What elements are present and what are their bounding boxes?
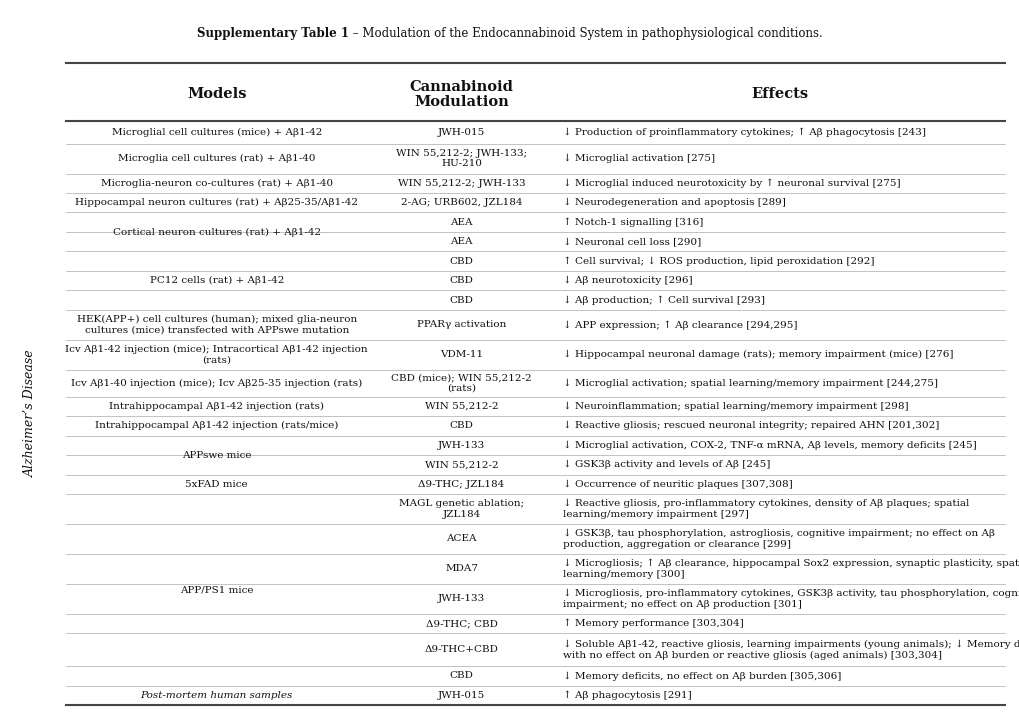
Text: WIN 55,212-2: WIN 55,212-2 xyxy=(424,460,498,469)
Text: Icv Aβ1-42 injection (mice); Intracortical Aβ1-42 injection
(rats): Icv Aβ1-42 injection (mice); Intracortic… xyxy=(65,345,368,365)
Text: Δ9-THC+CBD: Δ9-THC+CBD xyxy=(424,645,498,654)
Text: Cortical neuron cultures (rat) + Aβ1-42: Cortical neuron cultures (rat) + Aβ1-42 xyxy=(112,227,321,236)
Text: ↓ Soluble Aβ1-42, reactive gliosis, learning impairments (young animals); ↓ Memo: ↓ Soluble Aβ1-42, reactive gliosis, lear… xyxy=(562,640,1019,660)
Text: WIN 55,212-2: WIN 55,212-2 xyxy=(424,402,498,411)
Text: Δ9-THC; JZL184: Δ9-THC; JZL184 xyxy=(418,479,504,489)
Text: ↓ Microglial induced neurotoxicity by ↑ neuronal survival [275]: ↓ Microglial induced neurotoxicity by ↑ … xyxy=(562,179,900,188)
Text: Intrahippocampal Aβ1-42 injection (rats): Intrahippocampal Aβ1-42 injection (rats) xyxy=(109,402,324,411)
Text: Hippocampal neuron cultures (rat) + Aβ25-35/Aβ1-42: Hippocampal neuron cultures (rat) + Aβ25… xyxy=(75,198,358,208)
Text: ↓ Aβ production; ↑ Cell survival [293]: ↓ Aβ production; ↑ Cell survival [293] xyxy=(562,296,764,305)
Text: ↓ Neuroinflammation; spatial learning/memory impairment [298]: ↓ Neuroinflammation; spatial learning/me… xyxy=(562,402,908,411)
Text: JWH-015: JWH-015 xyxy=(437,128,485,137)
Text: CBD: CBD xyxy=(449,296,473,304)
Text: ↑ Notch-1 signalling [316]: ↑ Notch-1 signalling [316] xyxy=(562,218,703,227)
Text: ↑ Cell survival; ↓ ROS production, lipid peroxidation [292]: ↑ Cell survival; ↓ ROS production, lipid… xyxy=(562,257,873,266)
Text: WIN 55,212-2; JWH-133: WIN 55,212-2; JWH-133 xyxy=(397,179,525,187)
Text: CBD: CBD xyxy=(449,276,473,285)
Text: AEA: AEA xyxy=(449,218,473,226)
Text: – Modulation of the Endocannabinoid System in pathophysiological conditions.: – Modulation of the Endocannabinoid Syst… xyxy=(348,27,822,40)
Text: Alzheimer’s Disease: Alzheimer’s Disease xyxy=(24,349,37,477)
Text: WIN 55,212-2; JWH-133;
HU-210: WIN 55,212-2; JWH-133; HU-210 xyxy=(395,149,527,168)
Text: CBD: CBD xyxy=(449,257,473,265)
Text: Cannabinoid: Cannabinoid xyxy=(410,79,513,94)
Text: ↓ Occurrence of neuritic plaques [307,308]: ↓ Occurrence of neuritic plaques [307,30… xyxy=(562,479,792,489)
Text: CBD: CBD xyxy=(449,671,473,681)
Text: VDM-11: VDM-11 xyxy=(439,350,483,359)
Text: ↓ Microgliosis; ↑ Aβ clearance, hippocampal Sox2 expression, synaptic plasticity: ↓ Microgliosis; ↑ Aβ clearance, hippocam… xyxy=(562,559,1019,579)
Text: Modulation: Modulation xyxy=(414,95,508,110)
Text: Intrahippocampal Aβ1-42 injection (rats/mice): Intrahippocampal Aβ1-42 injection (rats/… xyxy=(95,421,338,430)
Text: ↓ Aβ neurotoxicity [296]: ↓ Aβ neurotoxicity [296] xyxy=(562,276,692,286)
Text: Δ9-THC; CBD: Δ9-THC; CBD xyxy=(425,619,497,628)
Text: PC12 cells (rat) + Aβ1-42: PC12 cells (rat) + Aβ1-42 xyxy=(150,276,283,286)
Text: MDA7: MDA7 xyxy=(444,565,478,573)
Text: ↓ Microglial activation; spatial learning/memory impairment [244,275]: ↓ Microglial activation; spatial learnin… xyxy=(562,379,937,388)
Text: ↓ GSK3β activity and levels of Aβ [245]: ↓ GSK3β activity and levels of Aβ [245] xyxy=(562,460,769,469)
Text: ↓ Microgliosis, pro-inflammatory cytokines, GSK3β activity, tau phosphorylation,: ↓ Microgliosis, pro-inflammatory cytokin… xyxy=(562,589,1019,609)
Text: Models: Models xyxy=(186,87,247,102)
Text: ↓ GSK3β, tau phosphorylation, astrogliosis, cognitive impairment; no effect on A: ↓ GSK3β, tau phosphorylation, astroglios… xyxy=(562,529,995,549)
Text: JWH-133: JWH-133 xyxy=(437,594,485,603)
Text: ↓ Memory deficits, no effect on Aβ burden [305,306]: ↓ Memory deficits, no effect on Aβ burde… xyxy=(562,671,841,681)
Text: JWH-015: JWH-015 xyxy=(437,691,485,700)
Text: ↓ APP expression; ↑ Aβ clearance [294,295]: ↓ APP expression; ↑ Aβ clearance [294,29… xyxy=(562,320,797,329)
Text: Microglia-neuron co-cultures (rat) + Aβ1-40: Microglia-neuron co-cultures (rat) + Aβ1… xyxy=(101,179,332,188)
Text: Icv Aβ1-40 injection (mice); Icv Aβ25-35 injection (rats): Icv Aβ1-40 injection (mice); Icv Aβ25-35… xyxy=(71,379,362,388)
Text: ↓ Hippocampal neuronal damage (rats); memory impairment (mice) [276]: ↓ Hippocampal neuronal damage (rats); me… xyxy=(562,350,953,359)
Text: 2-AG; URB602, JZL184: 2-AG; URB602, JZL184 xyxy=(400,198,522,207)
Text: ACEA: ACEA xyxy=(446,534,476,544)
Text: ↓ Neuronal cell loss [290]: ↓ Neuronal cell loss [290] xyxy=(562,237,701,246)
Text: APPswe mice: APPswe mice xyxy=(181,451,252,459)
Text: ↓ Production of proinflammatory cytokines; ↑ Aβ phagocytosis [243]: ↓ Production of proinflammatory cytokine… xyxy=(562,128,925,137)
Text: ↓ Reactive gliosis; rescued neuronal integrity; repaired AHN [201,302]: ↓ Reactive gliosis; rescued neuronal int… xyxy=(562,421,938,430)
Text: ↑ Aβ phagocytosis [291]: ↑ Aβ phagocytosis [291] xyxy=(562,691,691,700)
Text: ↑ Memory performance [303,304]: ↑ Memory performance [303,304] xyxy=(562,619,743,628)
Text: PPARγ activation: PPARγ activation xyxy=(417,320,505,329)
Text: JWH-133: JWH-133 xyxy=(437,441,485,450)
Text: Effects: Effects xyxy=(751,87,808,102)
Text: CBD: CBD xyxy=(449,421,473,430)
Text: ↓ Neurodegeneration and apoptosis [289]: ↓ Neurodegeneration and apoptosis [289] xyxy=(562,198,786,208)
Text: ↓ Microglial activation, COX-2, TNF-α mRNA, Aβ levels, memory deficits [245]: ↓ Microglial activation, COX-2, TNF-α mR… xyxy=(562,441,976,450)
Text: CBD (mice); WIN 55,212-2
(rats): CBD (mice); WIN 55,212-2 (rats) xyxy=(391,373,531,393)
Text: HEK(APP+) cell cultures (human); mixed glia-neuron
cultures (mice) transfected w: HEK(APP+) cell cultures (human); mixed g… xyxy=(76,315,357,335)
Text: ↓ Microglial activation [275]: ↓ Microglial activation [275] xyxy=(562,154,714,163)
Text: ↓ Reactive gliosis, pro-inflammatory cytokines, density of Aβ plaques; spatial
l: ↓ Reactive gliosis, pro-inflammatory cyt… xyxy=(562,499,968,519)
Text: 5xFAD mice: 5xFAD mice xyxy=(185,479,248,489)
Text: MAGL genetic ablation;
JZL184: MAGL genetic ablation; JZL184 xyxy=(398,499,524,518)
Text: Microglial cell cultures (mice) + Aβ1-42: Microglial cell cultures (mice) + Aβ1-42 xyxy=(111,128,322,137)
Text: APP/PS1 mice: APP/PS1 mice xyxy=(179,585,254,594)
Text: Microglia cell cultures (rat) + Aβ1-40: Microglia cell cultures (rat) + Aβ1-40 xyxy=(118,154,315,163)
Text: Supplementary Table 1: Supplementary Table 1 xyxy=(197,27,348,40)
Text: AEA: AEA xyxy=(449,237,473,246)
Text: Post-mortem human samples: Post-mortem human samples xyxy=(141,691,292,700)
